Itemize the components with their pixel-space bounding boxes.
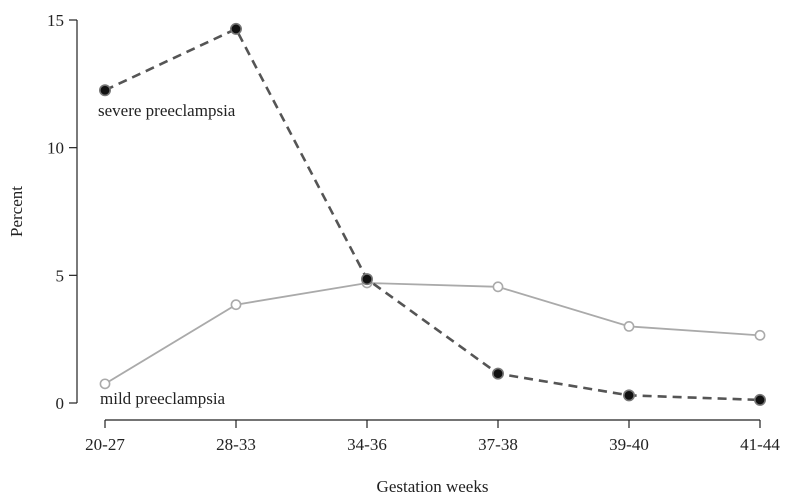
data-point — [360, 273, 373, 286]
series-label-severe: severe preeclampsia — [98, 101, 236, 120]
data-point — [230, 22, 243, 35]
y-tick-label: 0 — [56, 394, 65, 413]
data-point — [99, 84, 112, 97]
x-tick-label: 37-38 — [478, 435, 518, 454]
x-tick-label: 34-36 — [347, 435, 387, 454]
y-tick-label: 15 — [47, 11, 64, 30]
data-point — [230, 299, 242, 311]
x-tick-label: 20-27 — [85, 435, 125, 454]
series-severe-preeclampsia — [99, 22, 766, 406]
x-tick-label: 39-40 — [609, 435, 649, 454]
data-point — [623, 320, 635, 332]
y-tick-label: 5 — [56, 266, 65, 285]
x-tick-label: 41-44 — [740, 435, 780, 454]
data-point — [492, 281, 504, 293]
data-point — [753, 393, 766, 406]
series-mild-preeclampsia — [99, 277, 766, 390]
data-point — [99, 378, 111, 390]
x-tick-label: 28-33 — [216, 435, 256, 454]
plot-area: severe preeclampsia mild preeclampsia — [98, 22, 766, 408]
x-axis-title: Gestation weeks — [377, 477, 489, 496]
x-ticks: 20-27 28-33 34-36 37-38 39-40 41-44 — [85, 420, 780, 454]
data-point — [622, 389, 635, 402]
data-point — [754, 329, 766, 341]
y-tick-label: 10 — [47, 139, 64, 158]
y-ticks: 0 5 10 15 — [47, 11, 77, 413]
series-label-mild: mild preeclampsia — [100, 389, 226, 408]
series-line — [104, 282, 761, 385]
y-axis-title: Percent — [7, 186, 26, 237]
series-line — [104, 27, 761, 402]
axes: 0 5 10 15 20-27 28-33 34-36 37-38 39-40 41-44 Pe… — [7, 11, 780, 496]
data-point — [491, 367, 504, 380]
